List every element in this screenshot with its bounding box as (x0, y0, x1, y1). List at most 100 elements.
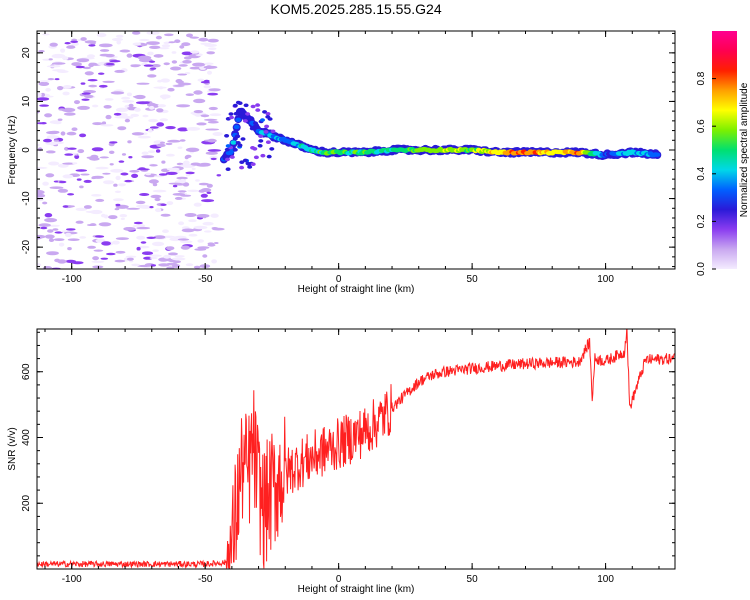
signal-point (258, 134, 264, 138)
noise-blob (156, 108, 164, 113)
noise-blob (147, 128, 153, 133)
noise-blob (58, 242, 65, 247)
noise-blob (136, 226, 151, 230)
spectrogram-marks (37, 31, 662, 269)
noise-blob (148, 118, 159, 123)
snr-xlabel: Height of straight line (km) (298, 584, 415, 595)
noise-blob (38, 223, 51, 227)
noise-blob (119, 214, 128, 218)
signal-point (233, 124, 240, 130)
noise-blob (143, 64, 154, 67)
noise-blob (100, 257, 109, 260)
noise-blob (105, 114, 112, 120)
noise-blob (120, 172, 129, 176)
noise-blob (172, 84, 185, 87)
noise-blob (40, 92, 46, 97)
noise-blob (132, 42, 142, 46)
noise-blob (178, 64, 188, 67)
noise-blob (141, 251, 154, 255)
noise-blob (67, 247, 72, 251)
noise-blob (190, 162, 201, 166)
noise-blob (130, 64, 140, 68)
noise-blob (149, 164, 158, 167)
colorbar-tick-label: 0.0 (696, 262, 707, 276)
noise-blob (74, 154, 80, 159)
noise-blob (136, 101, 150, 105)
noise-blob (51, 53, 66, 59)
noise-blob (112, 240, 120, 245)
noise-blob (124, 118, 130, 123)
noise-blob (110, 168, 124, 173)
snr-frame (36, 328, 676, 570)
noise-blob (66, 131, 77, 136)
noise-blob (176, 104, 191, 108)
noise-blob (148, 150, 156, 154)
noise-blob (205, 128, 220, 131)
noise-blob (207, 70, 212, 75)
noise-blob (180, 164, 194, 167)
noise-blob (208, 88, 221, 92)
noise-blob (179, 80, 184, 84)
noise-blob (136, 235, 146, 240)
noise-blob (71, 127, 78, 131)
signal-point (229, 115, 234, 120)
noise-blob (92, 122, 103, 126)
noise-blob (152, 183, 158, 187)
noise-blob (80, 37, 87, 41)
noise-blob (64, 42, 71, 45)
noise-blob (108, 150, 115, 154)
noise-blob (98, 84, 108, 88)
noise-blob (193, 110, 204, 114)
noise-blob (204, 62, 214, 65)
noise-blob (91, 175, 104, 179)
noise-blob (39, 80, 50, 83)
signal-point (242, 158, 248, 163)
noise-blob (87, 245, 96, 249)
noise-blob (146, 236, 156, 239)
noise-blob (46, 135, 59, 139)
noise-blob (176, 176, 188, 180)
signal-point (265, 140, 271, 144)
noise-blob (99, 156, 110, 159)
noise-blob (92, 256, 99, 261)
noise-blob (139, 38, 150, 42)
noise-blob (155, 35, 162, 40)
noise-blob (38, 50, 45, 53)
noise-blob (64, 146, 69, 151)
noise-blob (124, 179, 132, 183)
noise-blob (113, 183, 118, 187)
noise-blob (182, 60, 192, 64)
noise-blob (126, 257, 134, 261)
noise-blob (89, 157, 100, 161)
noise-blob (206, 183, 213, 188)
signal-point (252, 147, 258, 151)
y-tick-label: 600 (21, 363, 32, 380)
noise-blob (132, 95, 144, 98)
noise-blob (208, 106, 218, 111)
signal-point (239, 160, 245, 164)
noise-blob (140, 241, 147, 244)
noise-blob (102, 80, 115, 83)
noise-blob (131, 173, 139, 178)
noise-blob (177, 238, 190, 241)
noise-blob (101, 241, 111, 246)
noise-blob (136, 204, 150, 208)
noise-blob (62, 205, 69, 208)
signal-point (232, 103, 238, 108)
noise-blob (134, 107, 141, 112)
signal-point (270, 129, 276, 134)
noise-blob (109, 60, 121, 63)
noise-blob (195, 179, 200, 182)
noise-blob (204, 43, 217, 48)
noise-blob (77, 105, 90, 110)
noise-blob (42, 33, 50, 36)
noise-blob (159, 94, 171, 99)
noise-blob (103, 105, 112, 109)
noise-blob (198, 37, 209, 42)
noise-blob (184, 213, 197, 217)
noise-blob (83, 90, 96, 94)
noise-blob (177, 127, 189, 132)
noise-blob (106, 252, 116, 256)
noise-blob (63, 112, 76, 116)
